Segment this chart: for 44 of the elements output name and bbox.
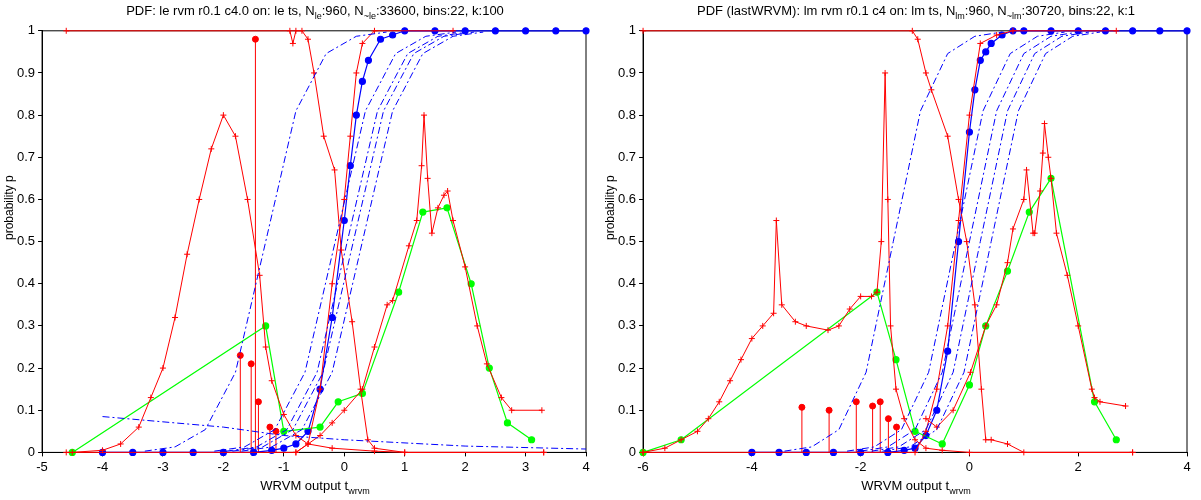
y-tick-label: 0.5 [16, 233, 36, 249]
y-tick-label: 0.2 [16, 359, 36, 375]
chart-title: PDF (lastWRVM): lm rvm r0.1 c4 on: lm ts, N$_{lm}$:960, N$_{~lm}$:30720, bins:22, k:1 [696, 3, 1136, 21]
x-tick-label: 0 [340, 458, 348, 474]
x-tick-label: -1 [278, 458, 290, 474]
x-tick-label: -2 [854, 458, 867, 474]
y-tick-label: 0.5 [617, 233, 637, 249]
x-tick-label: 2 [1074, 458, 1082, 474]
x-tick-label: 0 [965, 458, 974, 474]
x-tick-label: 3 [521, 458, 530, 474]
y-tick-label: 0.9 [617, 64, 637, 80]
y-tick-label: 0.3 [617, 317, 637, 333]
y-axis-title: probability p [2, 175, 16, 240]
y-tick-label: 1 [27, 22, 36, 38]
y-tick-label: 1 [628, 22, 637, 38]
y-tick-label: 0.3 [16, 317, 36, 333]
y-tick-label: 0.8 [617, 106, 637, 122]
y-tick-label: 0.4 [617, 275, 637, 291]
y-tick-label: 0.4 [16, 275, 36, 291]
y-tick-label: 0 [628, 443, 637, 459]
x-axis-title: WRVM output t$_{wrvm}$ [860, 478, 972, 496]
x-tick-label: -2 [217, 458, 230, 474]
y-tick-label: 0.7 [16, 148, 36, 164]
x-tick-label: 1 [401, 458, 409, 474]
y-tick-label: 0.7 [617, 148, 637, 164]
y-tick-label: 0.2 [617, 359, 637, 375]
y-tick-label: 0.9 [16, 64, 36, 80]
chart-title: PDF: le rvm r0.1 c4.0 on: le ts, N$_{le}$:960, N$_{~le}$:33600, bins:22, k:100 [125, 3, 505, 21]
x-tick-label: -3 [157, 458, 169, 474]
y-tick-label: 0.6 [617, 191, 637, 207]
y-tick-label: 0.1 [16, 401, 36, 417]
y-tick-label: 0.1 [617, 401, 637, 417]
x-tick-label: -4 [96, 458, 109, 474]
x-tick-label: -5 [36, 458, 48, 474]
x-tick-label: -6 [637, 458, 649, 474]
x-tick-label: 2 [461, 458, 469, 474]
x-tick-label: 4 [582, 458, 590, 474]
x-tick-label: -4 [746, 458, 758, 474]
y-tick-label: 0.6 [16, 191, 36, 207]
y-tick-label: 0 [27, 443, 36, 459]
x-axis-title: WRVM output t$_{wrvm}$ [259, 478, 371, 496]
x-tick-label: 4 [1183, 458, 1191, 474]
y-tick-label: 0.8 [16, 106, 36, 122]
y-axis-title: probability p [603, 175, 617, 240]
